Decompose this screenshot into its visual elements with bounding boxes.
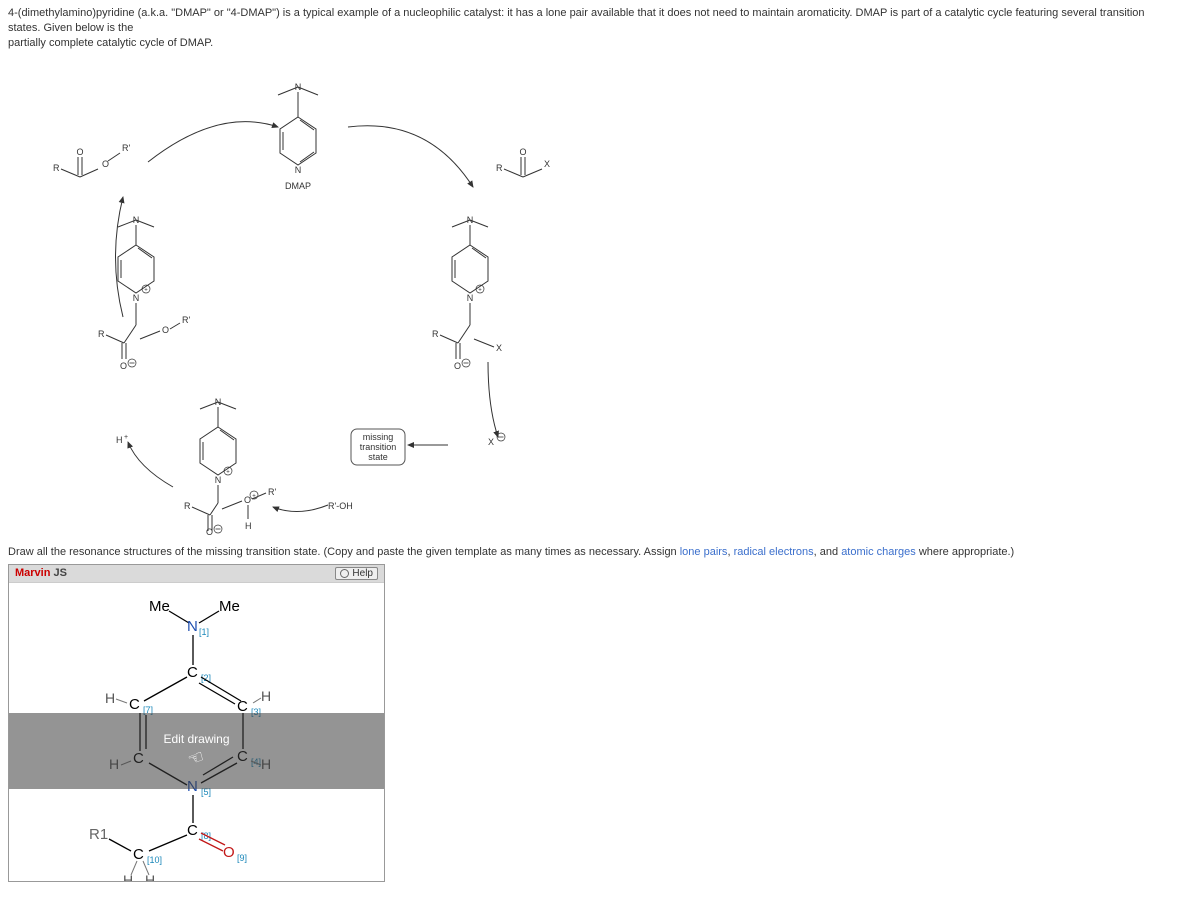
catalytic-cycle-diagram: N N DMAP R O O bbox=[8, 57, 648, 537]
marvin-js-panel: Marvin JS Help Me Me N [1] C [2] bbox=[8, 564, 385, 882]
svg-text:N: N bbox=[133, 215, 140, 225]
svg-text:H: H bbox=[116, 435, 123, 445]
svg-text:missing: missing bbox=[363, 432, 394, 442]
lone-pairs-term: lone pairs bbox=[680, 546, 728, 558]
svg-text:N: N bbox=[295, 82, 302, 92]
svg-text:O: O bbox=[519, 147, 526, 157]
svg-text:R: R bbox=[184, 501, 191, 511]
svg-text:O: O bbox=[162, 325, 169, 335]
radical-electrons-term: radical electrons bbox=[734, 546, 814, 558]
svg-text:C: C bbox=[187, 822, 198, 839]
r-prime-oh-label: R'-OH bbox=[328, 501, 353, 511]
edit-drawing-label: Edit drawing bbox=[163, 732, 229, 746]
help-button[interactable]: Help bbox=[335, 567, 378, 580]
svg-text:R': R' bbox=[268, 487, 276, 497]
svg-text:C: C bbox=[187, 664, 198, 681]
svg-text:N: N bbox=[215, 397, 222, 407]
svg-text:[10]: [10] bbox=[147, 855, 162, 865]
svg-text:X: X bbox=[544, 159, 550, 169]
svg-text:+: + bbox=[478, 287, 482, 293]
svg-text:H: H bbox=[261, 688, 271, 704]
svg-text:C: C bbox=[133, 846, 144, 863]
svg-text:R': R' bbox=[182, 315, 190, 325]
svg-text:R: R bbox=[98, 329, 105, 339]
svg-text:O: O bbox=[206, 527, 213, 537]
svg-text:N: N bbox=[215, 475, 222, 485]
svg-text:DMAP: DMAP bbox=[285, 181, 311, 191]
svg-text:H: H bbox=[145, 872, 155, 881]
svg-text:R1: R1 bbox=[89, 826, 108, 843]
atomic-charges-term: atomic charges bbox=[841, 546, 916, 558]
svg-text:R: R bbox=[432, 329, 439, 339]
hand-cursor-icon: ☜ bbox=[185, 746, 207, 771]
question-intro: 4-(dimethylamino)pyridine (a.k.a. "DMAP"… bbox=[8, 6, 1172, 51]
svg-text:H: H bbox=[245, 521, 252, 531]
svg-text:R: R bbox=[53, 163, 60, 173]
svg-text:O: O bbox=[454, 361, 461, 371]
svg-text:O: O bbox=[120, 361, 127, 371]
svg-text:X: X bbox=[488, 437, 494, 447]
gear-icon bbox=[340, 569, 349, 578]
svg-text:+: + bbox=[144, 287, 148, 293]
intro-line-2: partially complete catalytic cycle of DM… bbox=[8, 37, 213, 49]
svg-text:Me: Me bbox=[149, 598, 170, 615]
svg-text:[9]: [9] bbox=[237, 853, 247, 863]
marvin-header: Marvin JS Help bbox=[9, 565, 384, 583]
svg-text:O: O bbox=[76, 147, 83, 157]
missing-transition-state-box: missing transition state bbox=[351, 429, 405, 465]
svg-text:R': R' bbox=[122, 143, 130, 153]
svg-text:state: state bbox=[368, 452, 388, 462]
svg-text:[1]: [1] bbox=[199, 627, 209, 637]
svg-text:O: O bbox=[223, 844, 235, 861]
svg-text:H: H bbox=[105, 690, 115, 706]
svg-text:Me: Me bbox=[219, 598, 240, 615]
intro-line-1: 4-(dimethylamino)pyridine (a.k.a. "DMAP"… bbox=[8, 7, 1145, 34]
svg-text:X: X bbox=[496, 343, 502, 353]
svg-text:N: N bbox=[467, 215, 474, 225]
marvin-brand: Marvin JS bbox=[15, 567, 67, 579]
svg-text:+: + bbox=[226, 469, 230, 475]
edit-drawing-overlay[interactable]: Edit drawing ☜ bbox=[9, 713, 384, 789]
svg-text:+: + bbox=[124, 434, 128, 441]
svg-text:N: N bbox=[187, 618, 198, 635]
marvin-canvas[interactable]: Me Me N [1] C [2] C [7] C [3] bbox=[9, 583, 384, 881]
svg-text:N: N bbox=[295, 165, 302, 175]
svg-text:R: R bbox=[496, 163, 503, 173]
svg-text:transition: transition bbox=[360, 442, 397, 452]
svg-text:C: C bbox=[129, 696, 140, 713]
svg-text:H: H bbox=[123, 872, 133, 881]
svg-text:N: N bbox=[133, 293, 140, 303]
svg-text:N: N bbox=[467, 293, 474, 303]
task-prompt: Draw all the resonance structures of the… bbox=[8, 545, 1172, 560]
